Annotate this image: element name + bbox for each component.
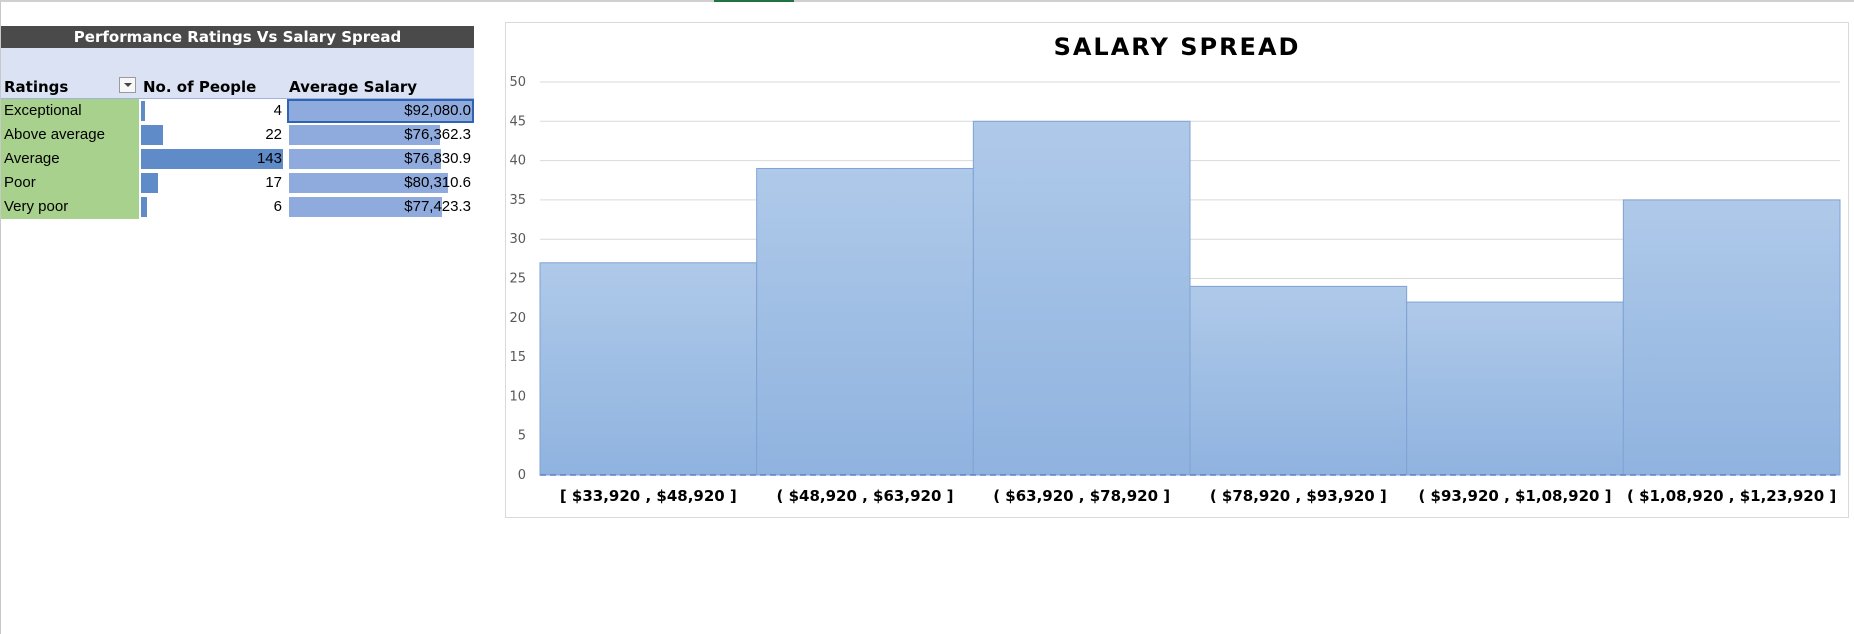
average-salary-text: $80,310.6 (404, 174, 471, 191)
y-tick-label: 45 (509, 114, 526, 129)
people-count-text: 4 (273, 102, 282, 119)
pivot-rows: Exceptional 4 $92,080.0 Above average 22 $76,… (1, 99, 474, 219)
y-tick-label: 15 (509, 350, 526, 365)
table-row[interactable]: Average 143 $76,830.9 (1, 147, 474, 171)
rating-cell[interactable]: Above average (1, 123, 139, 147)
average-salary-cell[interactable]: $77,423.3 (287, 195, 474, 219)
x-tick-label: ( $63,920 , $78,920 ] (993, 487, 1170, 505)
x-tick-label: ( $93,920 , $1,08,920 ] (1418, 487, 1611, 505)
pivot-table[interactable]: Performance Ratings Vs Salary Spread Rat… (1, 26, 474, 219)
sheet-top-border (0, 0, 1854, 2)
x-tick-label: [ $33,920 , $48,920 ] (560, 487, 737, 505)
people-count-text: 143 (256, 150, 282, 167)
people-databar (141, 197, 147, 217)
sheet-left-border (0, 2, 1, 634)
histogram-bar[interactable] (1189, 285, 1408, 476)
average-salary-text: $77,423.3 (404, 198, 471, 215)
table-row[interactable]: Very poor 6 $77,423.3 (1, 195, 474, 219)
x-tick-label: ( $48,920 , $63,920 ] (777, 487, 954, 505)
people-count-text: 17 (265, 174, 282, 191)
people-count-cell[interactable]: 4 (141, 99, 285, 123)
histogram-bar[interactable] (972, 120, 1191, 476)
people-count-cell[interactable]: 143 (141, 147, 285, 171)
salary-databar (289, 101, 472, 121)
people-databar (141, 125, 163, 145)
y-tick-label: 5 (518, 429, 526, 444)
histogram-bar[interactable] (1622, 199, 1841, 476)
pivot-header-row: Ratings No. of People Average Salary (1, 74, 474, 99)
people-databar (141, 173, 158, 193)
average-salary-cell[interactable]: $76,830.9 (287, 147, 474, 171)
rating-cell[interactable]: Exceptional (1, 99, 139, 123)
pivot-title: Performance Ratings Vs Salary Spread (1, 26, 474, 48)
header-ratings: Ratings (4, 78, 69, 96)
header-salary: Average Salary (289, 78, 418, 96)
table-row[interactable]: Poor 17 $80,310.6 (1, 171, 474, 195)
y-tick-label: 35 (509, 193, 526, 208)
table-row[interactable]: Exceptional 4 $92,080.0 (1, 99, 474, 123)
average-salary-cell[interactable]: $92,080.0 (287, 99, 474, 123)
histogram-bar[interactable] (756, 167, 974, 476)
selected-column-indicator (714, 0, 794, 2)
salary-databar (289, 197, 443, 217)
y-tick-label: 50 (509, 75, 526, 90)
x-tick-label: ( $78,920 , $93,920 ] (1210, 487, 1387, 505)
chart-plot: 0 5 10 15 20 25 30 35 40 45 50 [ $33,920 , $48,920 … (509, 75, 1841, 505)
people-databar (141, 149, 283, 169)
people-count-cell[interactable]: 17 (141, 171, 285, 195)
people-count-cell[interactable]: 6 (141, 195, 285, 219)
salary-databar (289, 149, 441, 169)
rating-cell[interactable]: Poor (1, 171, 139, 195)
salary-databar (289, 125, 440, 145)
y-tick-label: 0 (518, 468, 526, 483)
people-count-cell[interactable]: 22 (141, 123, 285, 147)
ratings-filter-dropdown-icon[interactable] (119, 77, 136, 93)
people-count-text: 6 (273, 198, 282, 215)
pivot-blank-row (1, 48, 474, 74)
salary-databar (289, 173, 448, 193)
y-tick-label: 10 (509, 389, 526, 404)
average-salary-text: $92,080.0 (404, 102, 471, 119)
histogram-bar[interactable] (539, 262, 758, 476)
average-salary-cell[interactable]: $80,310.6 (287, 171, 474, 195)
y-tick-label: 40 (509, 154, 526, 169)
rating-cell[interactable]: Very poor (1, 195, 139, 219)
header-people: No. of People (143, 78, 257, 96)
average-salary-cell[interactable]: $76,362.3 (287, 123, 474, 147)
y-tick-label: 25 (509, 272, 526, 287)
y-tick-label: 30 (509, 232, 526, 247)
people-databar (141, 101, 145, 121)
histogram-bar[interactable] (1406, 301, 1624, 476)
average-salary-text: $76,830.9 (404, 150, 471, 167)
table-row[interactable]: Above average 22 $76,362.3 (1, 123, 474, 147)
salary-spread-chart[interactable]: SALARY SPREAD 0 5 10 15 20 25 30 35 40 45 50 [ $33,… (505, 22, 1849, 518)
people-count-text: 22 (265, 126, 282, 143)
y-tick-label: 20 (509, 311, 526, 326)
average-salary-text: $76,362.3 (404, 126, 471, 143)
x-tick-label: ( $1,08,920 , $1,23,920 ] (1627, 487, 1836, 505)
chart-title: SALARY SPREAD (1053, 33, 1301, 61)
rating-cell[interactable]: Average (1, 147, 139, 171)
